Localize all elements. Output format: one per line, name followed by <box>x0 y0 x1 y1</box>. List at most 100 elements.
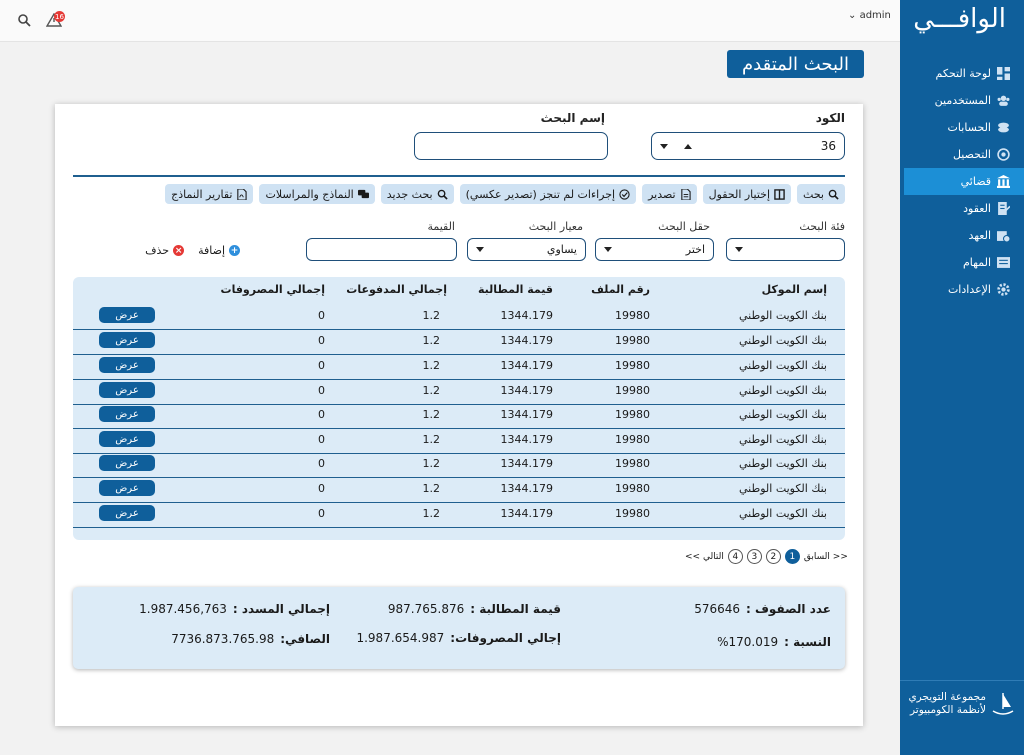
sidebar-item-accounts[interactable]: الحسابات <box>900 114 1024 141</box>
search-button[interactable]: بحث <box>797 184 845 204</box>
cell-claim: 1344.179 <box>500 507 554 520</box>
cell-file-no: 19980 <box>615 507 650 520</box>
cell-client: بنك الكويت الوطني <box>738 384 827 397</box>
reverse-export-button[interactable]: إجراءات لم تنجز (تصدير عكسي) <box>459 184 637 204</box>
pdf-file-icon <box>237 188 248 200</box>
header-payments: إجمالي المدفوعات <box>346 283 447 296</box>
company-logo-icon <box>990 691 1016 717</box>
advanced-search-card: الكود 36 إسم البحث بحث إختيار الحقول تصد… <box>55 104 863 726</box>
search-icon <box>437 189 448 200</box>
header-client: إسم الموكل <box>761 283 827 296</box>
sidebar-item-custody[interactable]: العهد <box>900 222 1024 249</box>
pager-prev[interactable]: << السابق <box>803 551 848 562</box>
users-icon <box>997 94 1010 107</box>
badge-check-icon <box>619 188 630 200</box>
summary-net: الصافي: 7736.873.765.98 <box>171 632 330 646</box>
delete-filter-button[interactable]: × حذف <box>145 244 185 257</box>
templates-label: النماذج والمراسلات <box>265 187 354 201</box>
summary-rows-count: عدد الصفوف : 576646 <box>694 602 831 616</box>
pager-page-4[interactable]: 4 <box>727 549 743 564</box>
paid-label: إجمالي المسدد : <box>232 602 330 616</box>
cell-client: بنك الكويت الوطني <box>738 457 827 470</box>
action-toolbar: بحث إختيار الحقول تصدير إجراءات لم تنجز … <box>165 184 845 204</box>
cell-payments: 1.2 <box>422 408 441 421</box>
pager-page-2[interactable]: 2 <box>765 549 781 564</box>
pager-page-3[interactable]: 3 <box>746 549 762 564</box>
app-logo[interactable]: الوافـــي <box>913 4 1006 34</box>
template-reports-button[interactable]: تقارير النماذج <box>165 184 254 204</box>
view-button[interactable]: عرض <box>99 406 155 422</box>
new-search-button[interactable]: بحث جديد <box>380 184 454 204</box>
ratio-label: النسبة : <box>784 635 831 649</box>
cell-claim: 1344.179 <box>500 384 554 397</box>
cell-expenses: 0 <box>318 457 325 470</box>
category-select[interactable] <box>726 238 845 261</box>
search-name-input[interactable] <box>414 132 608 160</box>
contract-icon <box>997 202 1010 215</box>
field-select[interactable]: اختر <box>595 238 714 261</box>
custody-icon <box>997 229 1010 242</box>
decrement-icon[interactable] <box>660 143 668 149</box>
export-button[interactable]: تصدير <box>642 184 697 204</box>
view-button[interactable]: عرض <box>99 431 155 447</box>
reverse-export-label: إجراءات لم تنجز (تصدير عكسي) <box>465 187 616 201</box>
cell-payments: 1.2 <box>422 384 441 397</box>
view-button[interactable]: عرض <box>99 505 155 521</box>
user-menu[interactable]: ⌄ admin <box>848 10 891 21</box>
sidebar-item-label: التحصيل <box>952 148 991 161</box>
pager-next[interactable]: التالي >> <box>685 551 724 562</box>
sidebar-item-contracts[interactable]: العقود <box>900 195 1024 222</box>
chevron-down-icon <box>476 247 484 252</box>
sidebar-item-label: المستخدمين <box>934 94 991 107</box>
summary-claim: قيمة المطالبة : 987.765.876 <box>388 602 561 616</box>
cell-claim: 1344.179 <box>500 359 554 372</box>
cell-payments: 1.2 <box>422 482 441 495</box>
export-label: تصدير <box>648 187 676 201</box>
cell-file-no: 19980 <box>615 457 650 470</box>
sidebar-item-settings[interactable]: الإعدادات <box>900 276 1024 303</box>
comments-icon <box>357 189 369 198</box>
search-icon[interactable] <box>17 13 31 27</box>
sidebar-item-dashboard[interactable]: لوحة التحكم <box>900 60 1024 87</box>
cell-claim: 1344.179 <box>500 457 554 470</box>
claim-label: قيمة المطالبة : <box>470 602 561 616</box>
add-filter-button[interactable]: + إضافة <box>198 244 240 257</box>
sidebar-item-users[interactable]: المستخدمين <box>900 87 1024 114</box>
filter-actions: + إضافة × حذف <box>145 244 240 257</box>
tasks-icon <box>997 256 1010 269</box>
view-button[interactable]: عرض <box>99 332 155 348</box>
sidebar-item-tasks[interactable]: المهام <box>900 249 1024 276</box>
expenses-value: 1.987.654.987 <box>356 631 445 645</box>
cell-payments: 1.2 <box>422 359 441 372</box>
view-button[interactable]: عرض <box>99 307 155 323</box>
rows-count-label: عدد الصفوف : <box>746 602 831 616</box>
row-divider <box>73 502 845 503</box>
sidebar-item-judicial[interactable]: قضائي <box>904 168 1024 195</box>
code-label: الكود <box>815 111 845 125</box>
view-button[interactable]: عرض <box>99 382 155 398</box>
increment-icon[interactable] <box>684 143 692 149</box>
sidebar-item-collection[interactable]: التحصيل <box>900 141 1024 168</box>
company-footer: مجموعة التويجري لأنظمة الكومبيوتر <box>900 680 1024 727</box>
criteria-select[interactable]: يساوي <box>467 238 586 261</box>
cell-expenses: 0 <box>318 384 325 397</box>
cell-expenses: 0 <box>318 359 325 372</box>
user-name: admin <box>859 10 891 21</box>
view-button[interactable]: عرض <box>99 357 155 373</box>
value-input[interactable] <box>306 238 457 261</box>
view-button[interactable]: عرض <box>99 480 155 496</box>
settings-icon <box>997 283 1010 296</box>
alert-count-badge: 16 <box>54 11 65 22</box>
cell-payments: 1.2 <box>422 309 441 322</box>
sidebar-item-label: الحسابات <box>947 121 991 134</box>
cell-client: بنك الكويت الوطني <box>738 507 827 520</box>
sidebar-menu: لوحة التحكم المستخدمين الحسابات التحصيل … <box>900 60 1024 303</box>
new-search-label: بحث جديد <box>386 187 433 201</box>
templates-button[interactable]: النماذج والمراسلات <box>259 184 375 204</box>
table-header: إسم الموكل رقم الملف قيمة المطالبة إجمال… <box>73 283 845 303</box>
choose-fields-button[interactable]: إختيار الحقول <box>702 184 792 204</box>
net-label: الصافي: <box>280 632 330 646</box>
code-spinner[interactable]: 36 <box>651 132 845 160</box>
view-button[interactable]: عرض <box>99 455 155 471</box>
pager-page-1[interactable]: 1 <box>784 549 800 564</box>
